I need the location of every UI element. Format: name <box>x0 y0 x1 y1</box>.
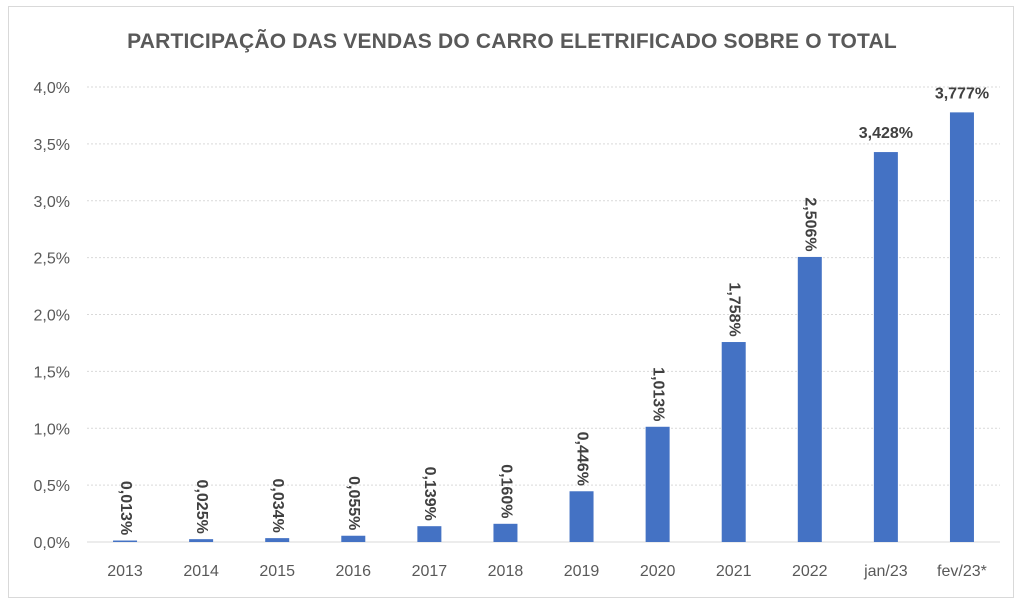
data-label: 1,013% <box>649 367 666 421</box>
y-tick-label: 2,5% <box>34 251 70 268</box>
bar <box>873 152 898 542</box>
data-label: 0,139% <box>421 467 438 521</box>
bar <box>721 342 746 542</box>
y-tick-label: 1,5% <box>34 364 70 381</box>
bar <box>417 526 442 542</box>
bar <box>797 256 822 542</box>
bar <box>189 539 214 542</box>
x-tick-label: 2020 <box>640 563 676 580</box>
y-tick-label: 3,5% <box>34 137 70 154</box>
x-tick-label: 2021 <box>716 563 752 580</box>
x-tick-label: 2022 <box>792 563 828 580</box>
y-tick-label: 0,5% <box>34 478 70 495</box>
y-tick-label: 1,0% <box>34 421 70 438</box>
y-tick-label: 4,0% <box>34 80 70 97</box>
y-tick-label: 3,0% <box>34 194 70 211</box>
y-tick-label: 2,0% <box>34 308 70 325</box>
data-label: 2,506% <box>802 197 819 251</box>
x-tick-label: 2018 <box>488 563 524 580</box>
x-tick-label: 2019 <box>564 563 600 580</box>
bar <box>645 426 670 542</box>
data-label: 3,777% <box>935 85 989 102</box>
x-tick-label: 2017 <box>412 563 448 580</box>
x-tick-label: 2014 <box>183 563 219 580</box>
data-label: 0,013% <box>117 481 134 535</box>
y-tick-label: 0,0% <box>34 535 70 552</box>
bar <box>493 523 518 542</box>
data-label: 0,055% <box>345 476 362 530</box>
bar <box>949 112 974 543</box>
data-label: 0,446% <box>573 432 590 486</box>
x-tick-label: fev/23* <box>937 563 987 580</box>
data-label: 1,758% <box>725 282 742 336</box>
data-label: 3,428% <box>859 125 913 142</box>
x-tick-label: 2015 <box>259 563 295 580</box>
x-tick-label: jan/23 <box>863 563 908 580</box>
bar <box>113 540 138 542</box>
data-label: 0,025% <box>193 480 210 534</box>
chart-title: PARTICIPAÇÃO DAS VENDAS DO CARRO ELETRIF… <box>127 30 897 53</box>
data-label: 0,160% <box>497 464 514 518</box>
chart-frame <box>8 6 1014 598</box>
x-tick-label: 2016 <box>335 563 371 580</box>
bar <box>569 491 594 542</box>
x-tick-label: 2013 <box>107 563 143 580</box>
data-label: 0,034% <box>269 479 286 533</box>
bar <box>265 538 290 542</box>
bar <box>341 535 366 542</box>
